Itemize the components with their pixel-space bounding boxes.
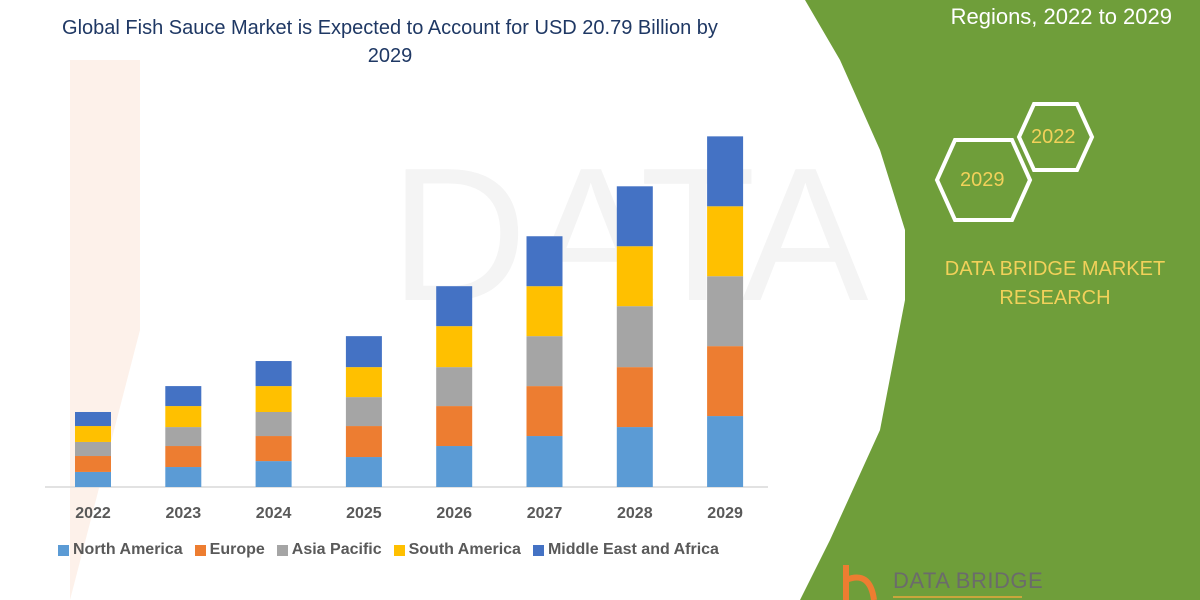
bar-segment-north-america-2026 [436, 446, 473, 487]
bar-segment-asia-pacific-2026 [436, 367, 473, 407]
x-tick-label: 2022 [75, 505, 111, 522]
bar-segment-europe-2028 [616, 367, 653, 428]
legend-swatch [194, 544, 206, 556]
bar-segment-middle-east-and-africa-2022 [75, 411, 111, 427]
bar-segment-europe-2027 [526, 386, 563, 437]
bar-segment-europe-2025 [345, 426, 382, 458]
legend-swatch [532, 544, 544, 556]
legend-item: Middle East and Africa [532, 541, 719, 559]
bar-segment-south-america-2024 [255, 386, 292, 412]
bar-segment-south-america-2023 [165, 406, 202, 428]
bar-segment-europe-2023 [165, 446, 202, 468]
bar-segment-asia-pacific-2024 [255, 411, 292, 437]
bar-segment-asia-pacific-2023 [165, 427, 202, 447]
x-tick-label: 2027 [527, 505, 563, 522]
bar-segment-middle-east-and-africa-2024 [255, 361, 292, 387]
bar-segment-north-america-2022 [75, 471, 111, 487]
bar-segment-asia-pacific-2027 [526, 336, 563, 387]
bar-segment-south-america-2029 [707, 206, 744, 277]
legend-item: Asia Pacific [276, 541, 382, 559]
bar-segment-south-america-2026 [436, 326, 473, 368]
green-side-panel [800, 0, 1200, 600]
bar-segment-europe-2029 [707, 346, 744, 417]
logo-text: DATA BRIDGE [893, 568, 1044, 593]
logo-icon [843, 565, 877, 600]
x-tick-label: 2028 [617, 505, 653, 522]
panel-title: Regions, 2022 to 2029 [950, 4, 1172, 29]
bar-segment-europe-2024 [255, 436, 292, 462]
legend: North America Europe Asia Pacific South Ame… [58, 541, 719, 559]
legend-label: South America [408, 541, 521, 558]
brand-text: DATA BRIDGE MARKET RESEARCH [944, 258, 1166, 309]
bar-segment-north-america-2023 [165, 467, 202, 487]
bar-segment-north-america-2029 [707, 416, 744, 487]
x-tick-label: 2029 [707, 505, 743, 522]
legend-label: Europe [209, 541, 265, 558]
x-tick-label: 2023 [166, 505, 202, 522]
hex-label-2022: 2022 [1031, 126, 1076, 148]
bar-segment-europe-2026 [436, 406, 473, 447]
bar-segment-north-america-2028 [616, 427, 653, 487]
legend-swatch [58, 544, 69, 556]
hexagon-2022 [1016, 102, 1095, 172]
stacked-bar-chart: 2022 2023 2024 2025 2026 2027 2028 2029 [45, 136, 768, 522]
hexagon-2029 [934, 138, 1033, 222]
legend-label: Asia Pacific [291, 541, 382, 558]
bar-segment-north-america-2025 [345, 457, 382, 487]
bar-segment-north-america-2027 [526, 436, 563, 487]
hex-label-2029: 2029 [960, 169, 1005, 191]
bar-segment-middle-east-and-africa-2023 [165, 386, 202, 407]
bar-segment-europe-2022 [75, 456, 111, 472]
bar-segment-south-america-2027 [526, 286, 563, 337]
x-tick-label: 2026 [436, 505, 472, 522]
bar-segment-middle-east-and-africa-2026 [436, 286, 473, 327]
bar-segment-middle-east-and-africa-2025 [345, 336, 382, 368]
legend-label: Middle East and Africa [547, 541, 719, 558]
bar-segment-north-america-2024 [255, 461, 292, 487]
legend-label: North America [73, 541, 183, 558]
bar-segment-middle-east-and-africa-2027 [526, 236, 563, 287]
legend-swatch [393, 544, 405, 556]
x-tick-label: 2025 [346, 505, 382, 522]
bar-segment-asia-pacific-2028 [616, 306, 653, 368]
bar-segment-south-america-2028 [616, 246, 653, 307]
x-tick-label: 2024 [256, 505, 292, 522]
bar-segment-south-america-2022 [75, 426, 111, 442]
legend-item: North America [58, 541, 183, 559]
legend-swatch [276, 544, 288, 556]
legend-item: South America [393, 541, 521, 559]
bar-segment-middle-east-and-africa-2029 [707, 136, 744, 207]
bar-segment-middle-east-and-africa-2028 [616, 186, 653, 247]
legend-item: Europe [194, 541, 265, 559]
bar-segment-asia-pacific-2029 [707, 276, 744, 347]
bar-segment-asia-pacific-2025 [345, 397, 382, 427]
bar-segment-asia-pacific-2022 [75, 441, 111, 457]
bar-segment-south-america-2025 [345, 367, 382, 398]
chart-title: Global Fish Sauce Market is Expected to … [62, 17, 718, 67]
